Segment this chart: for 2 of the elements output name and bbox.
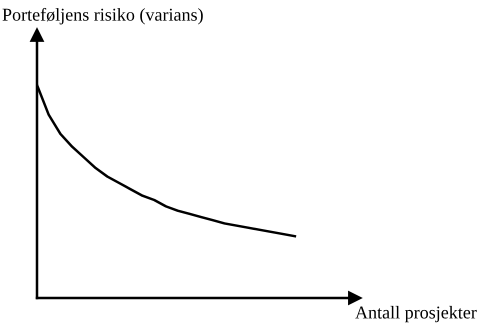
x-axis-title: Antall prosjekter [355,306,477,322]
y-axis-title: Porteføljens risiko (varians) [2,8,203,24]
